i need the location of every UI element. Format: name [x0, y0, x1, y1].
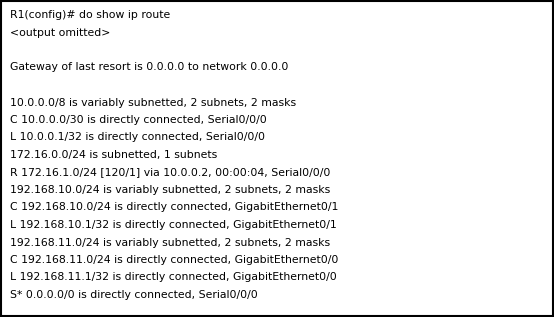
Text: S* 0.0.0.0/0 is directly connected, Serial0/0/0: S* 0.0.0.0/0 is directly connected, Seri… — [10, 290, 258, 300]
Text: R 172.16.1.0/24 [120/1] via 10.0.0.2, 00:00:04, Serial0/0/0: R 172.16.1.0/24 [120/1] via 10.0.0.2, 00… — [10, 167, 330, 178]
Text: C 192.168.10.0/24 is directly connected, GigabitEthernet0/1: C 192.168.10.0/24 is directly connected,… — [10, 203, 338, 212]
Text: Gateway of last resort is 0.0.0.0 to network 0.0.0.0: Gateway of last resort is 0.0.0.0 to net… — [10, 62, 289, 73]
Text: <output omitted>: <output omitted> — [10, 28, 110, 37]
Text: L 192.168.10.1/32 is directly connected, GigabitEthernet0/1: L 192.168.10.1/32 is directly connected,… — [10, 220, 337, 230]
Text: 192.168.10.0/24 is variably subnetted, 2 subnets, 2 masks: 192.168.10.0/24 is variably subnetted, 2… — [10, 185, 330, 195]
Text: C 192.168.11.0/24 is directly connected, GigabitEthernet0/0: C 192.168.11.0/24 is directly connected,… — [10, 255, 338, 265]
Text: L 10.0.0.1/32 is directly connected, Serial0/0/0: L 10.0.0.1/32 is directly connected, Ser… — [10, 133, 265, 143]
Text: 192.168.11.0/24 is variably subnetted, 2 subnets, 2 masks: 192.168.11.0/24 is variably subnetted, 2… — [10, 237, 330, 248]
Text: L 192.168.11.1/32 is directly connected, GigabitEthernet0/0: L 192.168.11.1/32 is directly connected,… — [10, 273, 337, 282]
Text: 10.0.0.0/8 is variably subnetted, 2 subnets, 2 masks: 10.0.0.0/8 is variably subnetted, 2 subn… — [10, 98, 296, 107]
Text: R1(config)# do show ip route: R1(config)# do show ip route — [10, 10, 170, 20]
Text: C 10.0.0.0/30 is directly connected, Serial0/0/0: C 10.0.0.0/30 is directly connected, Ser… — [10, 115, 266, 125]
Text: 172.16.0.0/24 is subnetted, 1 subnets: 172.16.0.0/24 is subnetted, 1 subnets — [10, 150, 217, 160]
